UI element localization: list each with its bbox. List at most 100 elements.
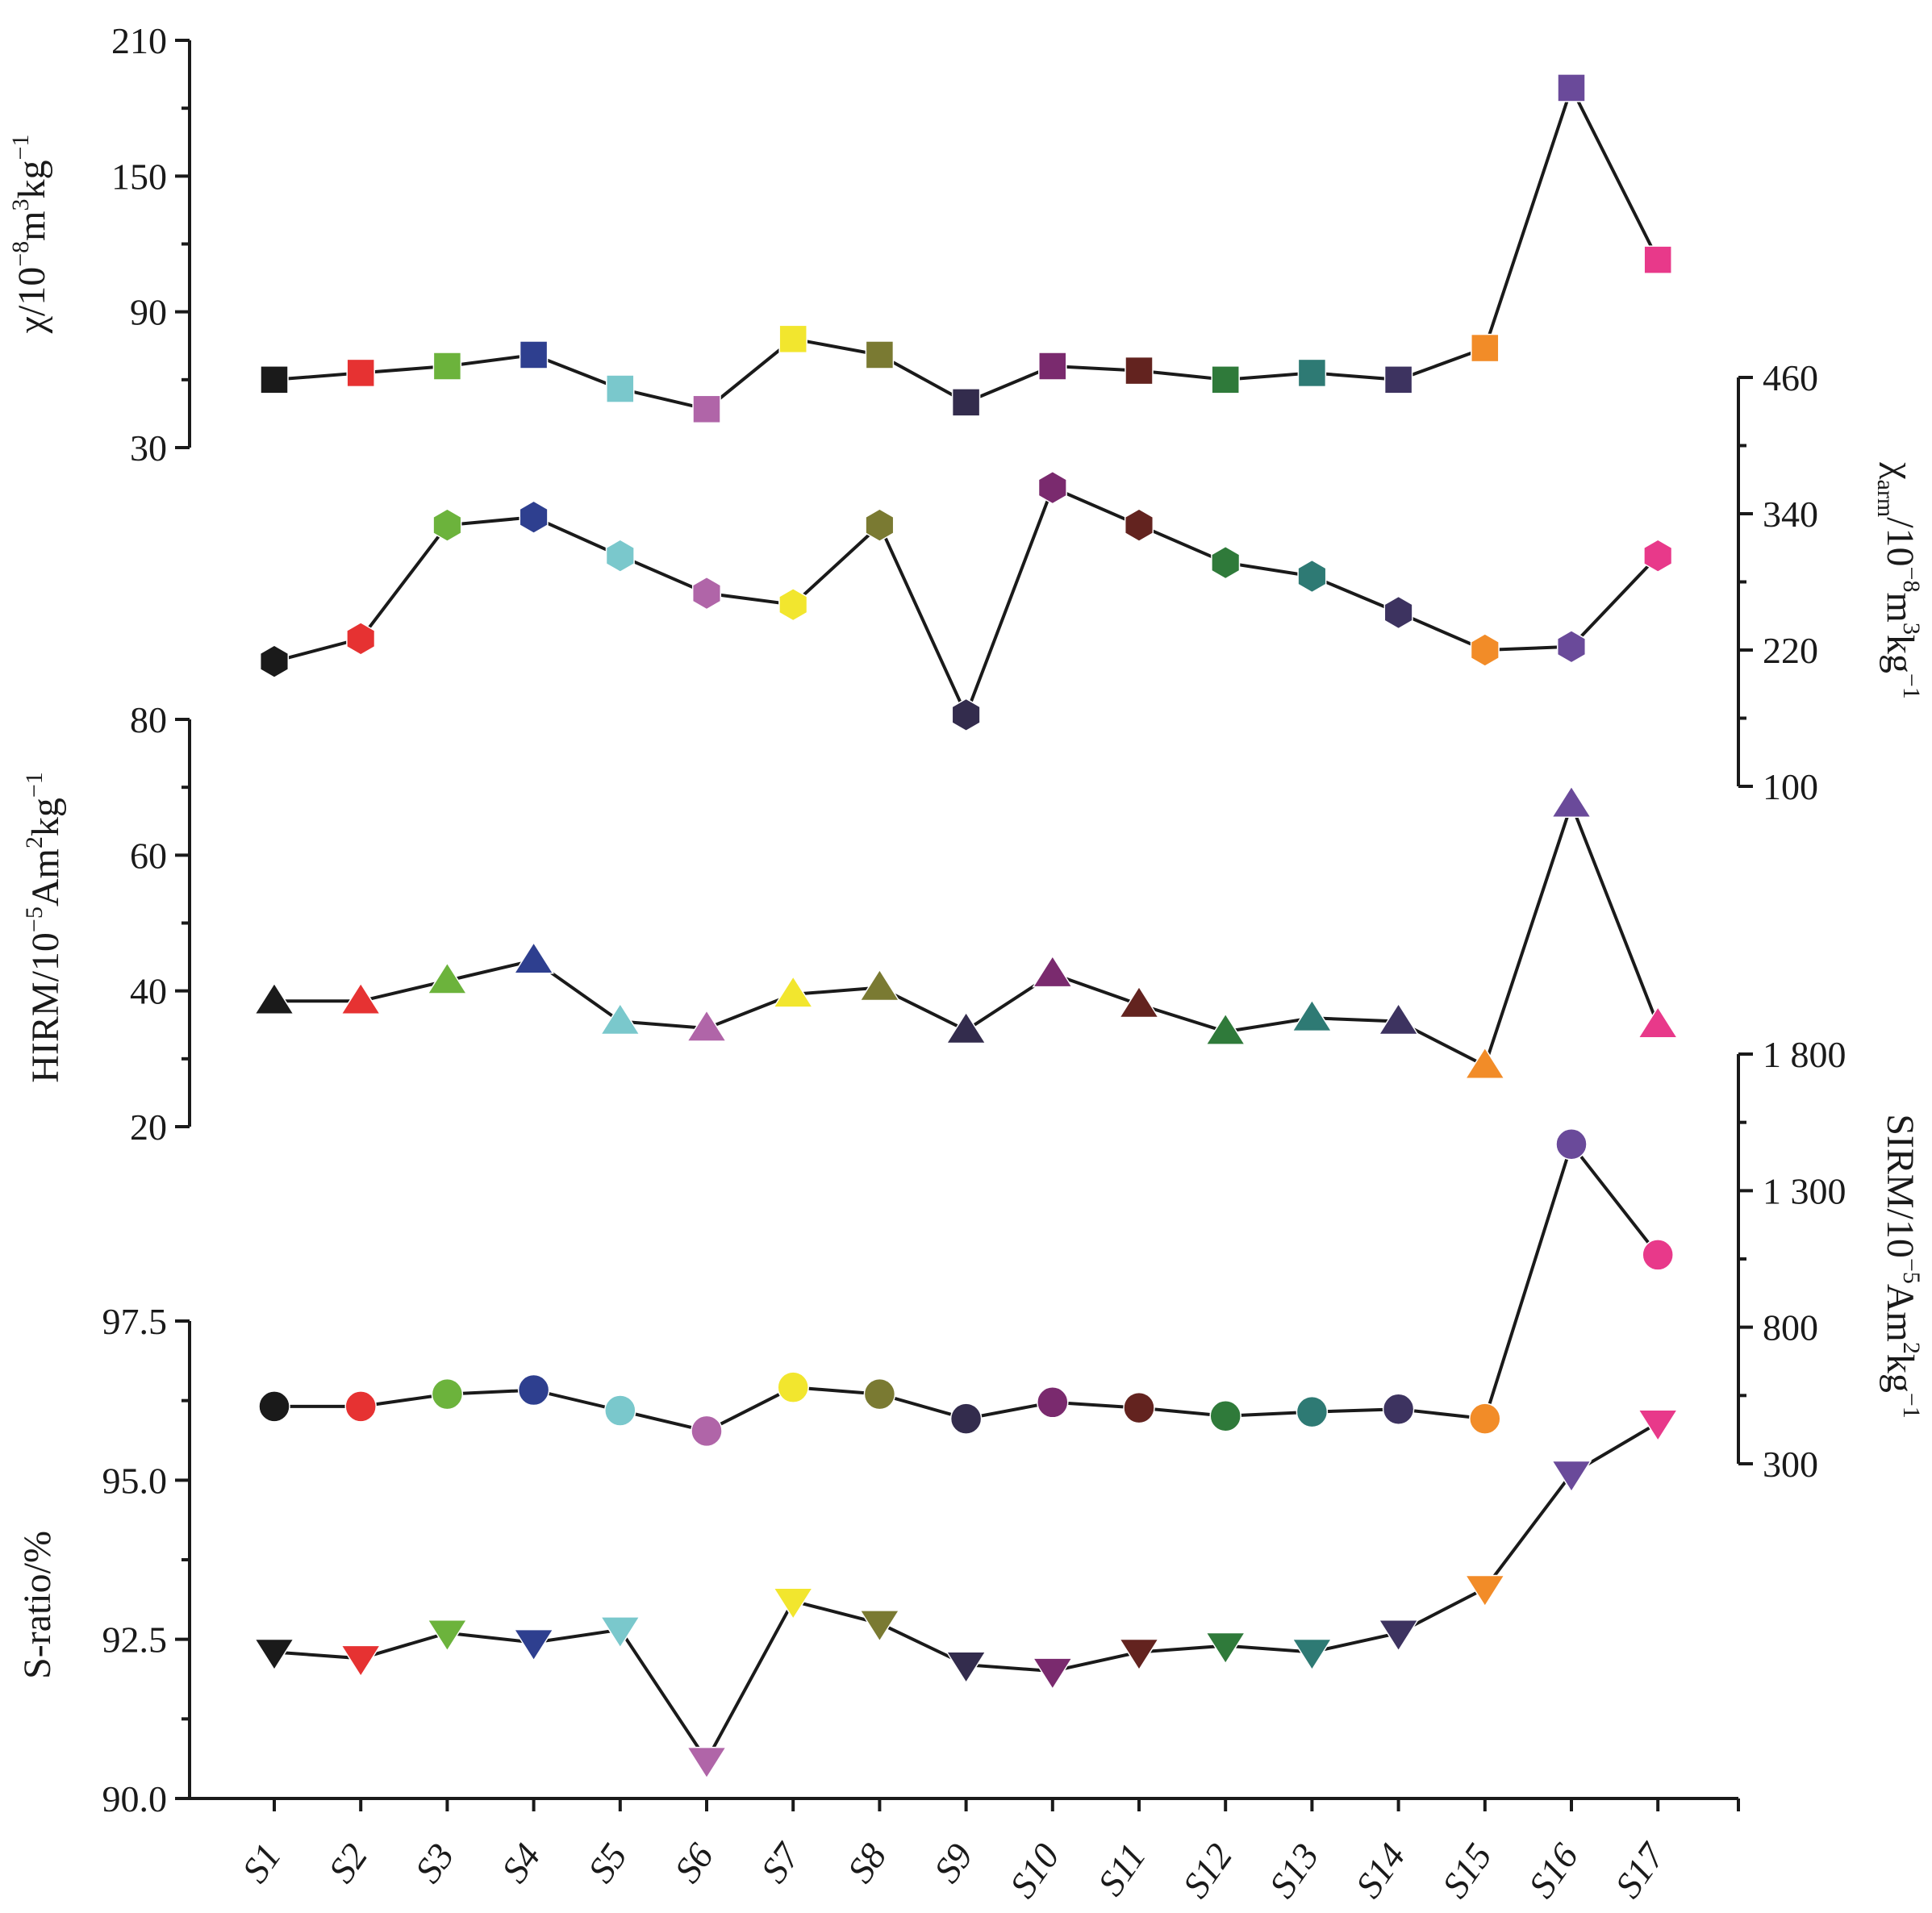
chiarm-point-S2 <box>346 622 376 656</box>
x-tick-label: S6 <box>666 1836 721 1890</box>
chiarm-point-S13 <box>1297 559 1327 594</box>
sirm-point-S9 <box>949 1402 983 1435</box>
sratio-tick-label: 97.5 <box>102 1301 168 1342</box>
sratio-point-S6 <box>686 1746 728 1780</box>
sirm-point-S11 <box>1123 1391 1155 1424</box>
sirm-point-S7 <box>777 1371 809 1403</box>
hirm-tick-label: 80 <box>130 699 167 740</box>
chi-point-S14 <box>1383 365 1413 394</box>
sirm-point-S14 <box>1382 1393 1415 1426</box>
hirm-point-S2 <box>340 982 382 1015</box>
sirm-point-S3 <box>431 1377 464 1411</box>
sratio-point-S12 <box>1204 1632 1246 1665</box>
sratio-point-S16 <box>1550 1460 1592 1493</box>
hirm-point-S1 <box>253 982 295 1015</box>
hirm-point-S9 <box>945 1011 987 1044</box>
hirm-point-S13 <box>1291 998 1333 1032</box>
chiarm-point-S16 <box>1556 629 1587 664</box>
hirm-series: 20 40 60 80 <box>130 699 1679 1148</box>
sratio-series: 90.0 92.5 95.0 97.5 <box>102 1301 1679 1819</box>
chiarm-tick-label: 100 <box>1763 766 1818 807</box>
sirm-line <box>274 1140 1659 1433</box>
sirm-point-S17 <box>1642 1239 1674 1271</box>
chiarm-line <box>273 485 1659 719</box>
sirm-point-S16 <box>1555 1128 1588 1161</box>
sirm-point-S15 <box>1469 1402 1501 1435</box>
sratio-tick-label: 92.5 <box>102 1619 168 1661</box>
sratio-point-S15 <box>1464 1574 1506 1607</box>
chiarm-point-S3 <box>432 508 462 542</box>
sratio-point-S8 <box>859 1610 900 1643</box>
chi-series: 30 90 150 210 <box>111 20 1672 469</box>
sratio-line <box>273 1421 1659 1764</box>
chi-point-S7 <box>778 324 807 354</box>
chi-point-S1 <box>260 365 289 394</box>
hirm-point-S15 <box>1464 1046 1506 1079</box>
sirm-point-S12 <box>1209 1399 1241 1432</box>
hirm-point-S10 <box>1032 955 1074 988</box>
sirm-point-S1 <box>258 1390 290 1423</box>
hirm-point-S14 <box>1378 1002 1419 1036</box>
chi-point-S12 <box>1211 365 1240 394</box>
hirm-tick-label: 20 <box>130 1107 167 1148</box>
chi-point-S16 <box>1557 73 1586 102</box>
chiarm-tick-label: 340 <box>1763 494 1818 535</box>
sratio-point-S3 <box>427 1619 468 1653</box>
chiarm-point-S14 <box>1383 595 1413 630</box>
chi-point-S13 <box>1297 358 1327 388</box>
sratio-point-S10 <box>1032 1657 1074 1690</box>
sratio-point-S14 <box>1378 1619 1419 1653</box>
sratio-tick-label: 90.0 <box>102 1778 168 1819</box>
hirm-point-S8 <box>859 969 900 1002</box>
x-tick-label: S4 <box>494 1836 549 1890</box>
chi-tick-label: 210 <box>111 20 167 61</box>
sirm-point-S5 <box>604 1394 636 1427</box>
x-tick-label: S2 <box>320 1836 375 1890</box>
sirm-tick-label: 300 <box>1763 1444 1818 1485</box>
chiarm-series: 100 220 340 460 <box>259 357 1818 807</box>
chi-point-S2 <box>346 358 375 388</box>
hirm-point-S3 <box>427 961 468 994</box>
sirm-point-S4 <box>517 1373 550 1407</box>
hirm-point-S5 <box>599 1002 641 1036</box>
hirm-point-S7 <box>772 975 814 1008</box>
sratio-point-S9 <box>945 1651 987 1684</box>
chiarm-point-S9 <box>951 698 981 732</box>
chi-line <box>273 83 1659 411</box>
sratio-point-S1 <box>253 1638 295 1671</box>
x-tick-label: S11 <box>1090 1836 1154 1903</box>
chiarm-point-S17 <box>1643 539 1673 573</box>
hirm-point-S11 <box>1118 986 1160 1019</box>
chi-tick-label: 150 <box>111 156 167 197</box>
sirm-axis-title: SIRM/10−5Am2kg−1 <box>1879 1114 1925 1419</box>
chi-point-S8 <box>865 340 895 369</box>
hirm-point-S16 <box>1550 785 1592 818</box>
hirm-point-S4 <box>513 941 554 974</box>
x-tick-label: S9 <box>926 1836 981 1890</box>
sirm-point-S6 <box>691 1415 723 1448</box>
chi-point-S4 <box>519 340 549 369</box>
chiarm-point-S4 <box>519 500 549 535</box>
x-tick-label: S17 <box>1607 1835 1674 1905</box>
chiarm-point-S6 <box>691 576 722 611</box>
sratio-point-S4 <box>513 1628 554 1662</box>
chi-point-S6 <box>692 394 721 424</box>
chi-point-S5 <box>606 374 635 403</box>
chiarm-point-S15 <box>1470 633 1500 667</box>
chiarm-tick-label: 460 <box>1763 357 1818 398</box>
sirm-point-S10 <box>1037 1386 1069 1419</box>
x-tick-label: S12 <box>1175 1836 1240 1905</box>
hirm-point-S12 <box>1204 1012 1246 1045</box>
hirm-tick-label: 40 <box>130 971 167 1012</box>
chiarm-point-S5 <box>605 539 635 573</box>
chiarm-point-S10 <box>1037 470 1067 505</box>
chi-point-S15 <box>1471 333 1500 363</box>
chi-point-S10 <box>1038 352 1067 381</box>
sirm-series: 300 800 1 300 1 800 <box>258 1034 1846 1485</box>
chi-axis-title: χ/10−8m3kg−1 <box>7 135 53 335</box>
sratio-axis-title: S-ratio/% <box>16 1531 59 1679</box>
x-tick-label: S15 <box>1434 1836 1500 1905</box>
sratio-point-S11 <box>1118 1638 1160 1671</box>
